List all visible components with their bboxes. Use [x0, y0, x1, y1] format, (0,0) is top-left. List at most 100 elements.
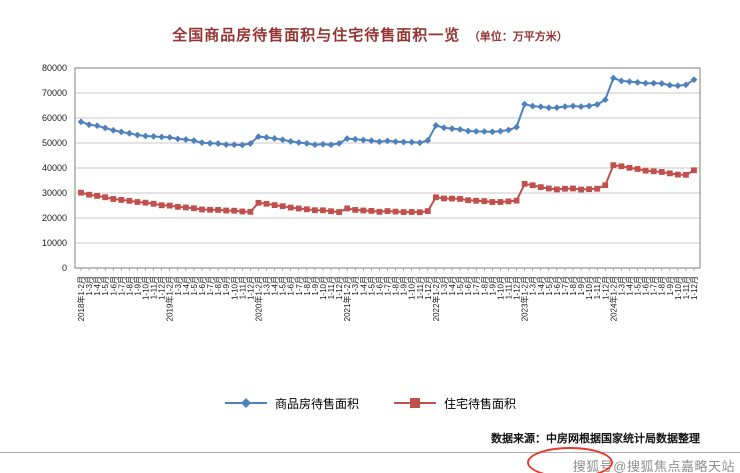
- svg-text:1-10月: 1-10月: [230, 276, 239, 300]
- svg-text:1-5月: 1-5月: [101, 276, 110, 296]
- svg-text:1-4月: 1-4月: [182, 276, 191, 296]
- chart-title-text: 全国商品房待售面积与住宅待售面积一览: [172, 27, 461, 44]
- svg-text:70000: 70000: [42, 88, 67, 98]
- svg-text:2022年1-2月: 2022年1-2月: [431, 276, 441, 321]
- svg-text:1-3月: 1-3月: [617, 276, 626, 296]
- svg-text:80000: 80000: [42, 63, 67, 73]
- legend-item-residential: 住宅待售面积: [393, 395, 516, 412]
- svg-text:1-8月: 1-8月: [125, 276, 134, 296]
- svg-text:1-3月: 1-3月: [351, 276, 360, 296]
- svg-text:1-5月: 1-5月: [545, 276, 554, 296]
- data-source-note: 数据来源：中房网根据国家统计局数据整理: [491, 433, 700, 445]
- svg-text:1-5月: 1-5月: [190, 276, 199, 296]
- svg-text:1-11月: 1-11月: [238, 276, 247, 299]
- legend-item-commercial: 商品房待售面积: [224, 395, 359, 412]
- svg-text:1-11月: 1-11月: [150, 276, 159, 299]
- svg-text:1-4月: 1-4月: [448, 276, 457, 296]
- svg-text:1-9月: 1-9月: [133, 276, 142, 296]
- svg-text:1-12月: 1-12月: [601, 276, 610, 300]
- svg-text:1-12月: 1-12月: [246, 276, 255, 300]
- svg-text:50000: 50000: [42, 138, 67, 148]
- svg-text:1-8月: 1-8月: [569, 276, 578, 296]
- svg-text:1-4月: 1-4月: [359, 276, 368, 296]
- svg-text:1-12月: 1-12月: [158, 276, 167, 300]
- svg-text:1-11月: 1-11月: [682, 276, 691, 299]
- svg-text:1-11月: 1-11月: [327, 276, 336, 299]
- svg-text:1-9月: 1-9月: [666, 276, 675, 296]
- svg-text:1-9月: 1-9月: [488, 276, 497, 296]
- svg-text:1-7月: 1-7月: [561, 276, 570, 296]
- svg-text:1-9月: 1-9月: [577, 276, 586, 296]
- svg-text:20000: 20000: [42, 213, 67, 223]
- svg-text:1-10月: 1-10月: [496, 276, 505, 300]
- svg-text:2024年1-2月: 2024年1-2月: [608, 276, 618, 321]
- svg-text:1-6月: 1-6月: [198, 276, 207, 296]
- legend-label-commercial: 商品房待售面积: [274, 396, 359, 411]
- svg-text:1-5月: 1-5月: [367, 276, 376, 296]
- svg-text:1-10月: 1-10月: [319, 276, 328, 300]
- svg-text:1-9月: 1-9月: [311, 276, 320, 296]
- svg-text:40000: 40000: [42, 163, 67, 173]
- svg-text:1-8月: 1-8月: [658, 276, 667, 296]
- svg-text:1-11月: 1-11月: [504, 276, 513, 299]
- watermark-text: 搜狐号@搜狐焦点嘉略天站: [572, 459, 735, 473]
- svg-text:1-7月: 1-7月: [650, 276, 659, 296]
- svg-text:1-6月: 1-6月: [464, 276, 473, 296]
- svg-text:1-10月: 1-10月: [585, 276, 594, 300]
- svg-text:1-3月: 1-3月: [85, 276, 94, 296]
- legend-marker-diamond-icon: [224, 398, 267, 408]
- svg-text:1-7月: 1-7月: [117, 276, 126, 296]
- footer-divider: [0, 452, 740, 453]
- svg-text:1-10月: 1-10月: [674, 276, 683, 300]
- svg-text:1-11月: 1-11月: [593, 276, 602, 299]
- legend-marker-square-icon: [394, 398, 436, 408]
- svg-text:1-8月: 1-8月: [214, 276, 223, 296]
- svg-text:1-3月: 1-3月: [174, 276, 183, 296]
- svg-text:1-8月: 1-8月: [392, 276, 401, 296]
- svg-text:1-7月: 1-7月: [472, 276, 481, 296]
- svg-text:1-7月: 1-7月: [295, 276, 304, 296]
- chart-title-unit: （单位：万平方米）: [468, 31, 568, 43]
- svg-text:1-6月: 1-6月: [109, 276, 118, 296]
- svg-text:1-10月: 1-10月: [408, 276, 417, 300]
- svg-text:1-4月: 1-4月: [271, 276, 280, 296]
- svg-text:1-10月: 1-10月: [142, 276, 151, 300]
- svg-text:1-5月: 1-5月: [456, 276, 465, 296]
- svg-text:1-7月: 1-7月: [206, 276, 215, 296]
- svg-text:1-12月: 1-12月: [513, 276, 522, 300]
- svg-text:1-4月: 1-4月: [537, 276, 546, 296]
- svg-text:1-6月: 1-6月: [553, 276, 562, 296]
- svg-text:1-6月: 1-6月: [642, 276, 651, 296]
- svg-text:2021年1-2月: 2021年1-2月: [342, 276, 352, 321]
- svg-text:2023年1-2月: 2023年1-2月: [520, 276, 530, 321]
- svg-text:1-9月: 1-9月: [400, 276, 409, 296]
- svg-text:1-8月: 1-8月: [480, 276, 489, 296]
- svg-text:1-4月: 1-4月: [625, 276, 634, 296]
- legend-label-residential: 住宅待售面积: [444, 396, 517, 411]
- svg-text:1-5月: 1-5月: [279, 276, 288, 296]
- svg-text:1-12月: 1-12月: [424, 276, 433, 300]
- chart-title: 全国商品房待售面积与住宅待售面积一览 （单位：万平方米）: [0, 24, 740, 45]
- svg-text:10000: 10000: [42, 238, 67, 248]
- svg-text:1-5月: 1-5月: [634, 276, 643, 296]
- svg-text:2020年1-2月: 2020年1-2月: [253, 276, 263, 321]
- svg-text:1-3月: 1-3月: [440, 276, 449, 296]
- svg-text:1-3月: 1-3月: [263, 276, 272, 296]
- svg-text:1-3月: 1-3月: [529, 276, 538, 296]
- svg-text:1-11月: 1-11月: [416, 276, 425, 299]
- svg-text:2018年1-2月: 2018年1-2月: [76, 276, 86, 321]
- svg-text:1-9月: 1-9月: [222, 276, 231, 296]
- svg-text:1-8月: 1-8月: [303, 276, 312, 296]
- svg-text:1-6月: 1-6月: [287, 276, 296, 296]
- svg-text:0: 0: [62, 263, 67, 273]
- line-chart: 0 10000 20000 30000 40000 50000 60000 70000 8000…: [42, 63, 701, 321]
- svg-text:1-12月: 1-12月: [335, 276, 344, 300]
- svg-text:60000: 60000: [42, 113, 67, 123]
- svg-text:30000: 30000: [42, 188, 67, 198]
- svg-text:1-6月: 1-6月: [375, 276, 384, 296]
- svg-text:1-4月: 1-4月: [93, 276, 102, 296]
- svg-text:1-7月: 1-7月: [384, 276, 393, 296]
- legend: 商品房待售面积 住宅待售面积: [0, 392, 740, 414]
- svg-text:1-12月: 1-12月: [690, 276, 699, 300]
